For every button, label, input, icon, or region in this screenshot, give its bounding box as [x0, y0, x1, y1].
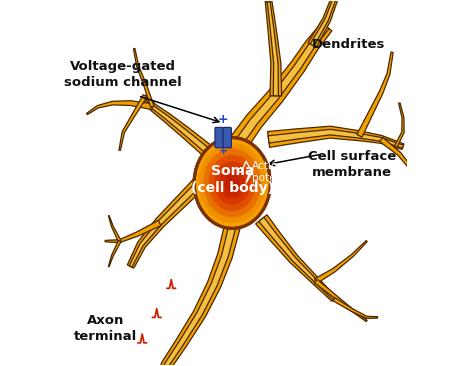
Ellipse shape — [203, 149, 261, 217]
Polygon shape — [268, 126, 404, 149]
Polygon shape — [262, 0, 282, 96]
Ellipse shape — [219, 168, 245, 198]
Polygon shape — [155, 225, 240, 366]
FancyBboxPatch shape — [215, 127, 223, 148]
Ellipse shape — [209, 155, 256, 211]
FancyBboxPatch shape — [223, 127, 231, 148]
Text: Action
potential: Action potential — [252, 161, 299, 183]
Polygon shape — [228, 23, 332, 153]
Text: Dendrites: Dendrites — [312, 38, 385, 52]
Polygon shape — [86, 101, 153, 115]
Ellipse shape — [219, 168, 245, 198]
Ellipse shape — [214, 161, 251, 205]
Polygon shape — [228, 0, 270, 3]
Polygon shape — [357, 52, 393, 137]
Text: +: + — [219, 146, 228, 156]
Polygon shape — [134, 48, 154, 107]
Polygon shape — [308, 0, 350, 47]
Polygon shape — [119, 95, 147, 150]
Ellipse shape — [225, 174, 240, 192]
Polygon shape — [380, 137, 422, 187]
Polygon shape — [259, 217, 335, 300]
Polygon shape — [310, 0, 349, 46]
Text: +: + — [218, 113, 229, 126]
Ellipse shape — [199, 143, 266, 223]
Polygon shape — [108, 240, 121, 267]
Ellipse shape — [209, 155, 256, 211]
Polygon shape — [315, 240, 367, 283]
Polygon shape — [158, 226, 236, 366]
Polygon shape — [108, 216, 121, 242]
Polygon shape — [268, 130, 404, 148]
Ellipse shape — [214, 161, 251, 205]
Polygon shape — [333, 298, 378, 318]
Ellipse shape — [225, 174, 240, 192]
Polygon shape — [394, 103, 404, 147]
Ellipse shape — [194, 138, 270, 228]
Polygon shape — [129, 177, 206, 267]
Polygon shape — [144, 95, 209, 153]
Polygon shape — [105, 220, 161, 243]
Ellipse shape — [199, 143, 266, 223]
Text: Voltage-gated
sodium channel: Voltage-gated sodium channel — [64, 60, 182, 89]
Polygon shape — [267, 0, 302, 3]
Polygon shape — [127, 174, 208, 268]
Polygon shape — [264, 0, 279, 96]
Text: Axon
terminal: Axon terminal — [73, 314, 137, 343]
Polygon shape — [256, 215, 336, 301]
Polygon shape — [143, 94, 211, 155]
Text: Cell surface
membrane: Cell surface membrane — [308, 150, 396, 179]
Polygon shape — [232, 25, 329, 149]
Polygon shape — [315, 279, 367, 322]
Ellipse shape — [203, 149, 261, 217]
Ellipse shape — [194, 138, 270, 228]
Text: Soma
(cell body): Soma (cell body) — [191, 164, 274, 195]
